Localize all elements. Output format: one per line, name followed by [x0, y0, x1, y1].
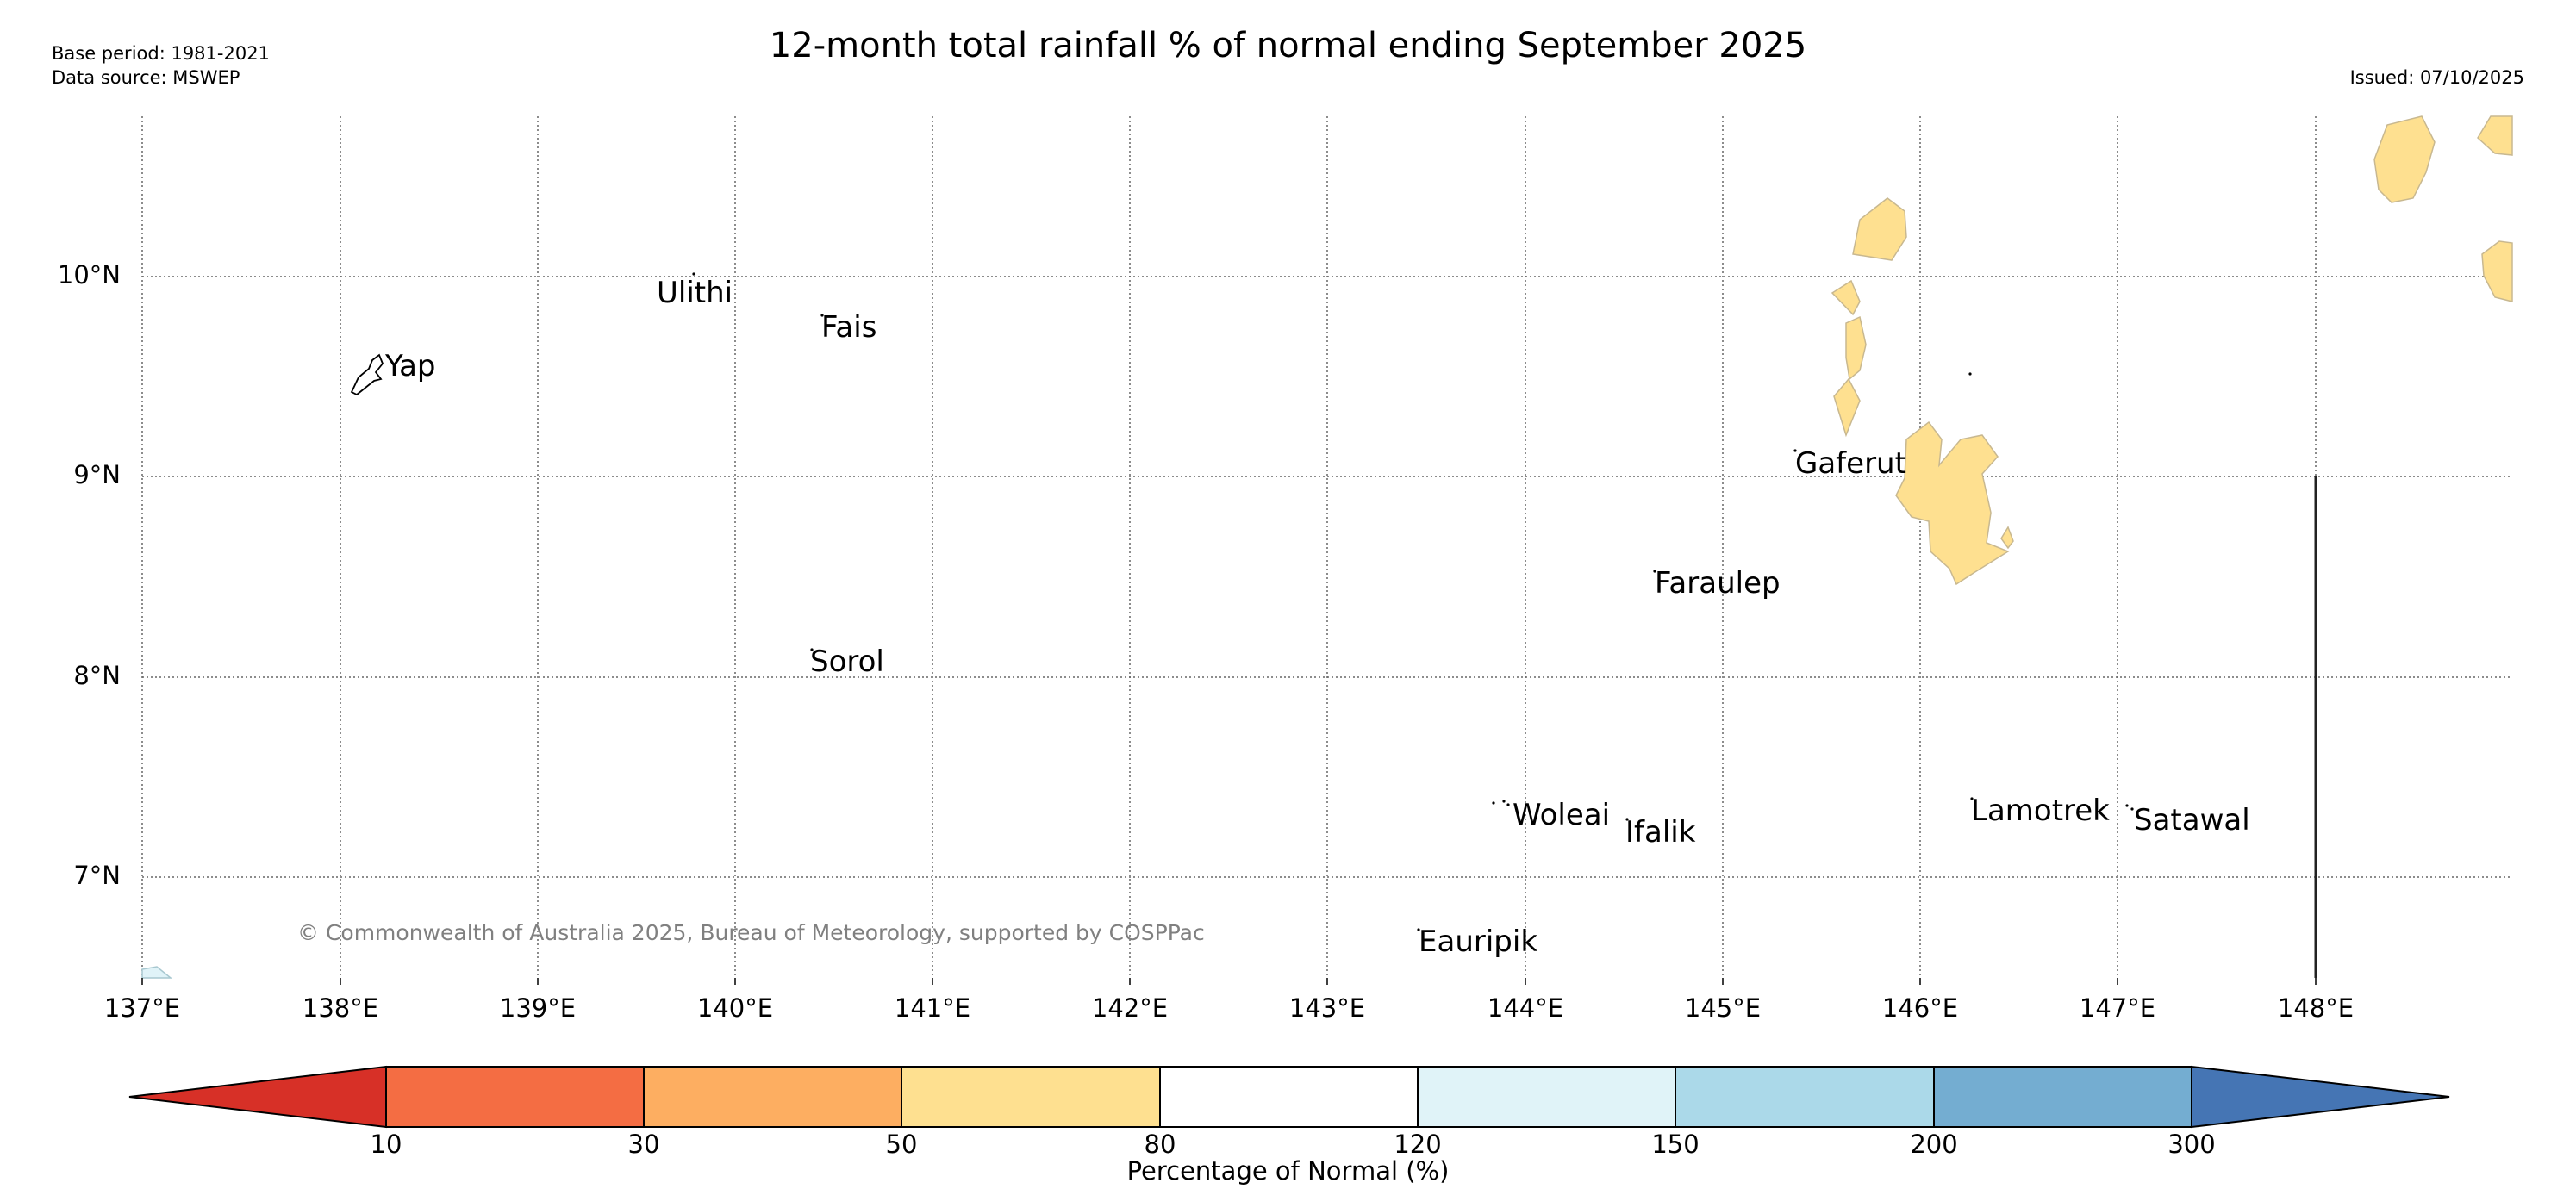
colorbar-segment-150-200 [1675, 1066, 1935, 1128]
colorbar [128, 1065, 2450, 1129]
colorbar-tick-50: 50 [885, 1130, 918, 1159]
lon-label-143: 143°E [1288, 993, 1366, 1023]
colorbar-tick-150: 150 [1651, 1130, 1700, 1159]
rainfall-shading-120-150 [141, 966, 173, 979]
island-label-gaferut: Gaferut [1795, 446, 1906, 481]
colorbar-tick-10: 10 [370, 1130, 402, 1159]
axis-ticks [141, 978, 2317, 985]
colorbar-segment-10-30 [385, 1066, 645, 1128]
copyright-notice: © Commonwealth of Australia 2025, Bureau… [297, 920, 1205, 945]
colorbar-segment-80-120 [1159, 1066, 1419, 1128]
island-label-faraulep: Faraulep [1655, 566, 1781, 601]
lon-label-137: 137°E [103, 993, 181, 1023]
data-source-note: Data source: MSWEP [52, 67, 240, 88]
issued-date: Issued: 07/10/2025 [2349, 67, 2524, 88]
colorbar-segment-30-50 [643, 1066, 902, 1128]
colorbar-tick-300: 300 [2167, 1130, 2216, 1159]
island-label-satawal: Satawal [2134, 803, 2250, 837]
colorbar-segment-above-300 [2191, 1065, 2450, 1129]
yap-island-outline [350, 353, 384, 396]
island-label-ifalik: Ifalik [1625, 815, 1696, 850]
lon-label-148: 148°E [2277, 993, 2355, 1023]
lon-label-145: 145°E [1684, 993, 1762, 1023]
colorbar-segment-200-300 [1933, 1066, 2192, 1128]
island-label-sorol: Sorol [810, 644, 884, 679]
graticule [141, 116, 2512, 978]
lon-label-138: 138°E [302, 993, 379, 1023]
map-title: 12-month total rainfall % of normal endi… [769, 26, 1807, 65]
colorbar-segment-50-80 [901, 1066, 1161, 1128]
lat-label-7n: 7°N [73, 861, 121, 890]
lon-label-140: 140°E [696, 993, 774, 1023]
colorbar-tick-80: 80 [1144, 1130, 1176, 1159]
lat-label-8n: 8°N [73, 661, 121, 690]
lon-label-142: 142°E [1091, 993, 1169, 1023]
colorbar-segment-120-150 [1417, 1066, 1676, 1128]
island-label-yap: Yap [385, 349, 436, 383]
island-label-woleai: Woleai [1513, 798, 1611, 832]
lat-label-10n: 10°N [57, 260, 121, 289]
island-label-eauripik: Eauripik [1419, 924, 1538, 959]
lon-label-141: 141°E [894, 993, 971, 1023]
island-label-ulithi: Ulithi [657, 276, 733, 310]
colorbar-label: Percentage of Normal (%) [1126, 1156, 1450, 1186]
lon-label-139: 139°E [499, 993, 577, 1023]
colorbar-tick-30: 30 [627, 1130, 660, 1159]
lon-label-146: 146°E [1881, 993, 1959, 1023]
island-markers [692, 272, 2134, 931]
lon-label-144: 144°E [1487, 993, 1564, 1023]
island-label-fais: Fais [821, 310, 877, 345]
lat-label-9n: 9°N [73, 460, 121, 489]
lon-label-147: 147°E [2079, 993, 2156, 1023]
colorbar-segment-below-10 [128, 1065, 387, 1129]
colorbar-tick-120: 120 [1394, 1130, 1442, 1159]
rainfall-shading-50-80 [1831, 115, 2513, 586]
colorbar-tick-200: 200 [1910, 1130, 1958, 1159]
base-period-note: Base period: 1981-2021 [52, 43, 270, 64]
island-label-lamotrek: Lamotrek [1971, 794, 2110, 828]
